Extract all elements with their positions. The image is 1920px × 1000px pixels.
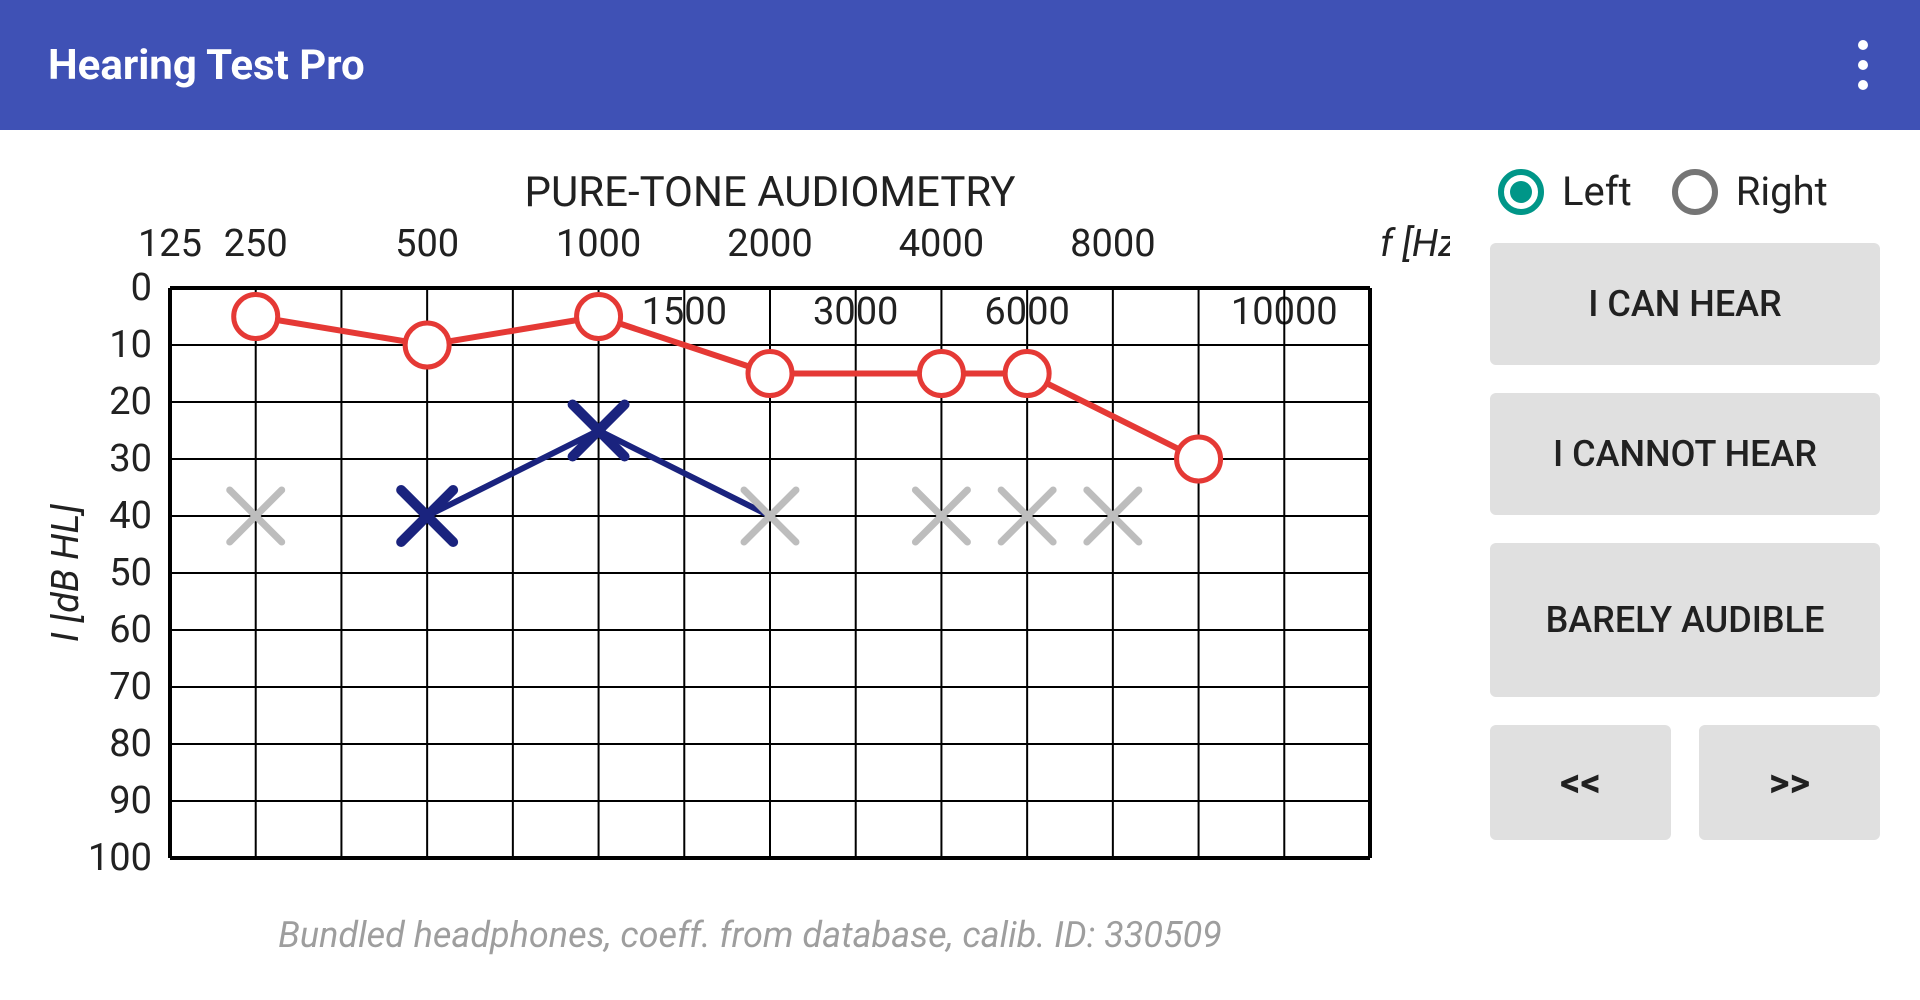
calibration-footer: Bundled headphones, coeff. from database… bbox=[50, 914, 1450, 956]
svg-text:f [Hz]: f [Hz] bbox=[1380, 222, 1450, 266]
barely-audible-button[interactable]: BARELY AUDIBLE bbox=[1490, 543, 1880, 697]
svg-text:I [dB HL]: I [dB HL] bbox=[50, 503, 88, 642]
ear-radio-left-label: Left bbox=[1562, 168, 1632, 215]
ear-selector: Left Right bbox=[1490, 168, 1880, 215]
svg-text:125: 125 bbox=[138, 222, 202, 266]
app-title: Hearing Test Pro bbox=[48, 41, 365, 90]
svg-text:8000: 8000 bbox=[1070, 222, 1155, 266]
prev-button[interactable]: << bbox=[1490, 725, 1671, 840]
ear-radio-left[interactable]: Left bbox=[1498, 168, 1632, 215]
next-button[interactable]: >> bbox=[1699, 725, 1880, 840]
i-cannot-hear-button[interactable]: I CANNOT HEAR bbox=[1490, 393, 1880, 515]
svg-text:70: 70 bbox=[109, 665, 152, 709]
svg-text:50: 50 bbox=[109, 551, 152, 595]
nav-row: << >> bbox=[1490, 725, 1880, 840]
svg-text:250: 250 bbox=[224, 222, 288, 266]
svg-text:90: 90 bbox=[109, 779, 152, 823]
svg-text:100: 100 bbox=[88, 836, 152, 880]
content-area: PURE-TONE AUDIOMETRY12525050010002000400… bbox=[0, 130, 1920, 956]
svg-text:20: 20 bbox=[109, 380, 152, 424]
i-can-hear-button[interactable]: I CAN HEAR bbox=[1490, 243, 1880, 365]
svg-text:1000: 1000 bbox=[556, 222, 641, 266]
svg-text:60: 60 bbox=[109, 608, 152, 652]
audiogram-chart: PURE-TONE AUDIOMETRY12525050010002000400… bbox=[50, 158, 1450, 956]
svg-text:80: 80 bbox=[109, 722, 152, 766]
svg-text:500: 500 bbox=[395, 222, 459, 266]
audiogram-svg: PURE-TONE AUDIOMETRY12525050010002000400… bbox=[50, 158, 1450, 908]
svg-text:2000: 2000 bbox=[727, 222, 812, 266]
radio-icon bbox=[1498, 169, 1544, 215]
svg-text:PURE-TONE AUDIOMETRY: PURE-TONE AUDIOMETRY bbox=[524, 168, 1015, 217]
svg-text:4000: 4000 bbox=[899, 222, 984, 266]
radio-icon bbox=[1672, 169, 1718, 215]
app-bar: Hearing Test Pro bbox=[0, 0, 1920, 130]
controls-panel: Left Right I CAN HEAR I CANNOT HEAR BARE… bbox=[1490, 158, 1880, 956]
ear-radio-right[interactable]: Right bbox=[1672, 168, 1828, 215]
ear-radio-right-label: Right bbox=[1736, 168, 1828, 215]
svg-text:40: 40 bbox=[109, 494, 152, 538]
overflow-menu-icon[interactable] bbox=[1846, 28, 1880, 102]
svg-text:30: 30 bbox=[109, 437, 152, 481]
svg-text:10: 10 bbox=[109, 323, 152, 367]
svg-text:0: 0 bbox=[131, 266, 152, 310]
